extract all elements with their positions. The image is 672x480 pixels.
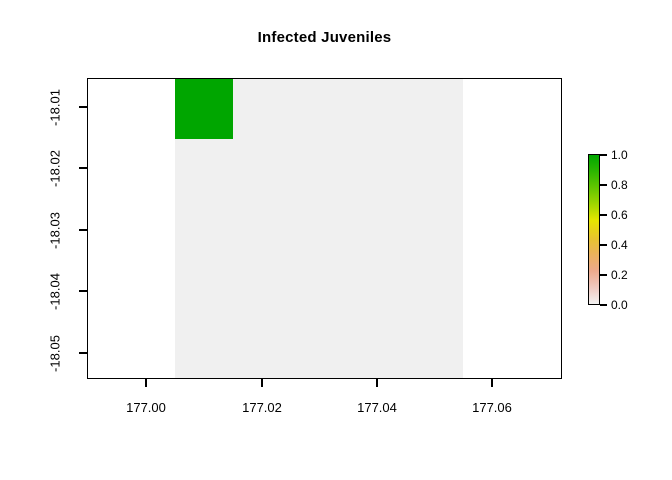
heatmap-cell (232, 258, 291, 319)
x-tick-mark (491, 379, 493, 387)
y-tick-mark (79, 106, 87, 108)
colorbar-tick-mark (600, 214, 607, 216)
colorbar-tick-mark (600, 154, 607, 156)
x-tick-mark (145, 379, 147, 387)
heatmap-cell (175, 138, 233, 199)
heatmap-cell (290, 138, 348, 199)
heatmap-cell (175, 258, 233, 319)
y-tick-mark (79, 229, 87, 231)
y-tick-mark (79, 167, 87, 169)
heatmap-cell (347, 138, 406, 199)
heatmap-cell (175, 79, 233, 139)
heatmap-cell (175, 318, 233, 378)
heatmap-cell (347, 318, 406, 378)
heatmap-cell (405, 138, 463, 199)
plot-box-border (87, 78, 562, 379)
colorbar-tick-mark (600, 304, 607, 306)
y-tick-mark (79, 352, 87, 354)
heatmap-data-region (175, 79, 463, 378)
heatmap-cell (290, 79, 348, 139)
colorbar-tick-label: 0.6 (611, 208, 628, 222)
chart-title: Infected Juveniles (257, 29, 392, 46)
heatmap-cell (290, 258, 348, 319)
x-tick-label: 177.02 (242, 400, 282, 415)
heatmap-cell (405, 198, 463, 259)
heatmap-cell (347, 79, 406, 139)
heatmap-cell (405, 318, 463, 378)
colorbar-tick-label: 0.2 (611, 268, 628, 282)
colorbar-tick-mark (600, 274, 607, 276)
y-tick-label: -18.01 (47, 88, 63, 126)
colorbar-tick-label: 0.4 (611, 238, 628, 252)
colorbar-tick-label: 1.0 (611, 148, 628, 162)
heatmap-cell (232, 138, 291, 199)
x-tick-label: 177.00 (126, 400, 166, 415)
x-tick-mark (376, 379, 378, 387)
y-tick-label: -18.05 (47, 334, 63, 372)
y-tick-label: -18.04 (47, 272, 63, 310)
heatmap-cell (232, 79, 291, 139)
heatmap-cell (347, 258, 406, 319)
colorbar-gradient (588, 154, 600, 305)
heatmap-cell (290, 318, 348, 378)
heatmap-cell (232, 198, 291, 259)
heatmap-cell (405, 79, 463, 139)
heatmap-cell (290, 198, 348, 259)
heatmap-cell (232, 318, 291, 378)
colorbar-tick-mark (600, 244, 607, 246)
colorbar-tick-mark (600, 184, 607, 186)
y-tick-mark (79, 290, 87, 292)
x-tick-mark (261, 379, 263, 387)
heatmap-cell (405, 258, 463, 319)
heatmap-cell (175, 198, 233, 259)
colorbar-tick-label: 0.8 (611, 178, 628, 192)
x-tick-label: 177.06 (472, 400, 512, 415)
y-tick-label: -18.02 (47, 149, 63, 187)
y-tick-label: -18.03 (47, 211, 63, 249)
heatmap-cell (347, 198, 406, 259)
colorbar-tick-label: 0.0 (611, 298, 628, 312)
x-tick-label: 177.04 (357, 400, 397, 415)
